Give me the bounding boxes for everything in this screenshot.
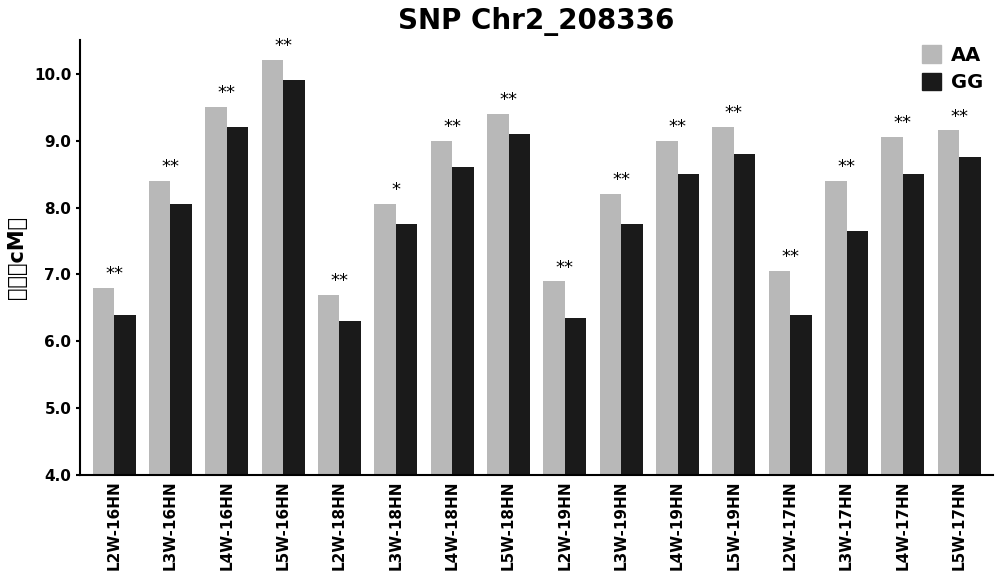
- Bar: [790, 314, 812, 577]
- Text: **: **: [950, 108, 968, 126]
- Bar: [903, 174, 924, 577]
- Text: **: **: [274, 38, 292, 55]
- Text: **: **: [669, 118, 687, 136]
- Bar: [509, 134, 530, 577]
- Text: *: *: [391, 182, 400, 200]
- Text: **: **: [218, 84, 236, 102]
- Bar: [487, 114, 509, 577]
- Text: **: **: [500, 91, 518, 109]
- Bar: [93, 288, 114, 577]
- Bar: [431, 141, 452, 577]
- Bar: [114, 314, 136, 577]
- Text: **: **: [725, 104, 743, 122]
- Bar: [318, 295, 339, 577]
- Bar: [621, 224, 643, 577]
- Text: **: **: [105, 265, 123, 283]
- Bar: [712, 127, 734, 577]
- Bar: [262, 60, 283, 577]
- Bar: [543, 281, 565, 577]
- Y-axis label: 叶宽（cM）: 叶宽（cM）: [7, 216, 27, 299]
- Legend: AA, GG: AA, GG: [922, 46, 983, 92]
- Bar: [734, 154, 755, 577]
- Title: SNP Chr2_208336: SNP Chr2_208336: [398, 7, 675, 36]
- Bar: [205, 107, 227, 577]
- Text: **: **: [612, 171, 630, 189]
- Bar: [374, 204, 396, 577]
- Bar: [938, 130, 959, 577]
- Bar: [170, 204, 192, 577]
- Text: **: **: [556, 258, 574, 276]
- Text: **: **: [838, 158, 856, 176]
- Text: **: **: [781, 249, 799, 267]
- Bar: [149, 181, 170, 577]
- Text: **: **: [894, 114, 912, 133]
- Bar: [339, 321, 361, 577]
- Bar: [283, 80, 305, 577]
- Text: **: **: [161, 158, 179, 176]
- Bar: [847, 231, 868, 577]
- Bar: [881, 137, 903, 577]
- Bar: [656, 141, 678, 577]
- Bar: [600, 194, 621, 577]
- Bar: [227, 127, 248, 577]
- Bar: [678, 174, 699, 577]
- Bar: [769, 271, 790, 577]
- Text: **: **: [330, 272, 348, 290]
- Bar: [825, 181, 847, 577]
- Bar: [452, 167, 474, 577]
- Bar: [396, 224, 417, 577]
- Text: **: **: [443, 118, 461, 136]
- Bar: [565, 318, 586, 577]
- Bar: [959, 158, 981, 577]
